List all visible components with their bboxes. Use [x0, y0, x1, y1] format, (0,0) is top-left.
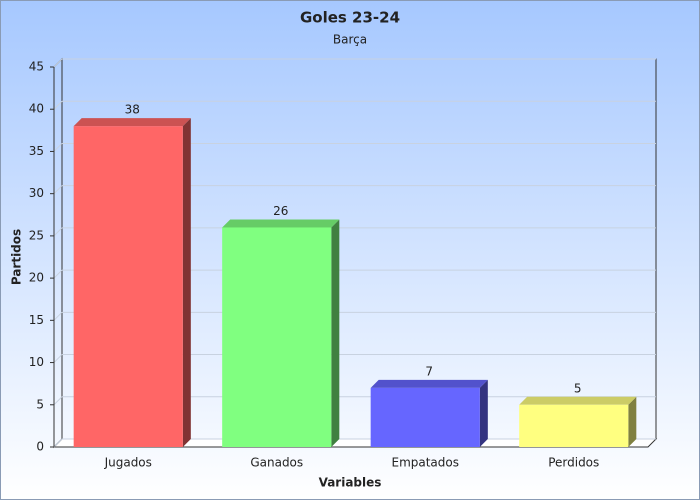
grid-line — [53, 311, 63, 321]
grid-line — [53, 438, 63, 448]
x-tick-label: Perdidos — [548, 456, 599, 470]
y-tick-label: 15 — [29, 313, 44, 327]
grid-line — [53, 227, 63, 237]
y-tick-label: 40 — [29, 102, 44, 116]
chart-subtitle: Barça — [333, 33, 367, 47]
value-label: 7 — [425, 364, 433, 378]
bar-top — [370, 379, 488, 388]
y-tick-label: 20 — [29, 271, 44, 285]
y-tick-label: 0 — [36, 440, 44, 454]
y-tick-label: 25 — [29, 228, 44, 242]
y-axis-label: Partidos — [10, 229, 24, 285]
grid-line — [53, 185, 63, 195]
grid-line — [53, 396, 63, 406]
y-tick-label: 10 — [29, 355, 44, 369]
bar — [222, 227, 332, 447]
bar — [519, 404, 629, 447]
chart-title: Goles 23-24 — [300, 9, 400, 27]
y-tick-label: 5 — [36, 397, 44, 411]
value-label: 38 — [125, 103, 140, 117]
bar-side — [628, 396, 637, 447]
bar-top — [222, 219, 340, 228]
grid-line — [53, 143, 63, 152]
bar-top — [73, 118, 191, 127]
bar — [73, 126, 183, 447]
grid-line — [53, 269, 63, 279]
grid-line — [53, 58, 63, 68]
value-label: 5 — [574, 381, 582, 395]
value-label: 26 — [273, 204, 288, 218]
x-tick-label: Jugados — [104, 456, 152, 470]
grid-line — [53, 354, 63, 363]
x-tick-label: Empatados — [391, 456, 459, 470]
bar-top — [519, 396, 637, 405]
x-axis-label: Variables — [319, 476, 382, 490]
y-tick-label: 35 — [29, 144, 44, 158]
x-tick-label: Ganados — [250, 456, 303, 470]
bar-side — [331, 219, 340, 447]
bar-side — [182, 118, 191, 447]
y-tick-label: 30 — [29, 186, 44, 200]
bar-side — [479, 379, 488, 447]
bar — [370, 387, 480, 447]
y-tick-label: 45 — [29, 60, 44, 74]
grid-line — [53, 100, 63, 110]
